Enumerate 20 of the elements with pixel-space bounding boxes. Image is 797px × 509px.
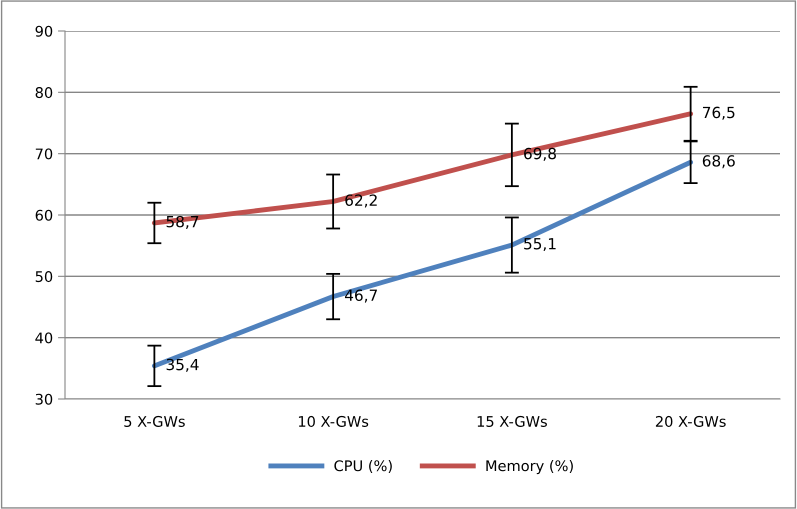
y-tick-label: 80 [36,87,52,98]
legend-label: CPU (%) [334,460,392,473]
data-label: 46,7 [344,289,377,303]
y-tick-label: 90 [36,26,52,37]
y-tick-label: 40 [35,332,52,344]
data-label: 62,2 [345,194,377,208]
y-tick-label: 30 [36,394,52,405]
data-label: 69,8 [524,148,556,161]
y-tick-label: 70 [36,148,52,160]
x-tick-label: 15 X-GWs [478,416,547,427]
data-label: 68,6 [702,155,735,168]
legend-label: Memory (%) [486,460,573,474]
data-label: 35,4 [166,358,199,372]
y-tick-label: 50 [36,271,52,282]
x-tick-label: 5 X-GWs [124,416,185,427]
x-tick-label: 10 X-GWs [298,416,368,427]
data-label: 55,1 [524,238,556,252]
data-label: 76,5 [702,106,734,120]
x-tick-label: 20 X-GWs [656,416,726,427]
y-tick-label: 60 [36,210,52,221]
